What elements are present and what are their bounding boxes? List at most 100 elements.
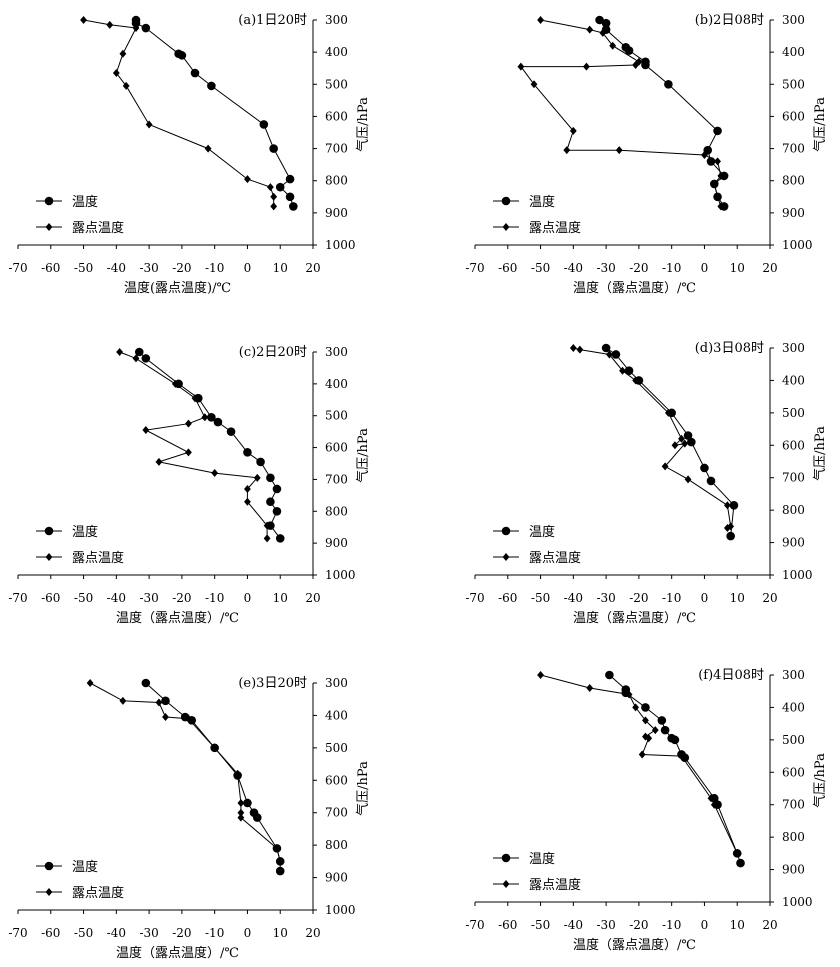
y-tick-label: 400 xyxy=(782,700,805,714)
dewpoint-point xyxy=(710,800,718,809)
temperature-point xyxy=(670,735,680,745)
x-tick-label: -20 xyxy=(172,591,191,605)
chart-panel-f: -70 -60 -50 -40 -30 -20 -10 0 10 20 300 400 500 600 70… xyxy=(465,668,828,953)
x-tick-label: 0 xyxy=(244,591,252,605)
dewpoint-series xyxy=(116,348,271,543)
x-tick-label: -20 xyxy=(172,261,191,275)
dewpoint-point xyxy=(211,469,219,478)
x-axis-title: 温度（露点温度）/℃ xyxy=(573,610,696,626)
y-tick-label: 700 xyxy=(782,471,805,485)
x-tick-label: 0 xyxy=(244,926,252,940)
temperature-point xyxy=(207,413,216,422)
temperature-line xyxy=(138,351,281,539)
y-tick-label: 900 xyxy=(782,863,805,877)
panel-title: (b)2日08时 xyxy=(695,13,764,28)
x-tick-label: -10 xyxy=(205,591,224,605)
y-tick-label: 800 xyxy=(325,174,348,188)
dewpoint-point xyxy=(710,179,718,188)
panel-title: (d)3日08时 xyxy=(695,341,764,356)
x-tick-label: 10 xyxy=(730,261,745,275)
temperature-point xyxy=(641,60,650,70)
dewpoint-point xyxy=(645,734,653,743)
dewpoint-point xyxy=(204,144,212,153)
chart-panel-b: -70 -60 -50 -40 -30 -20 -10 0 10 20 300 400 500 600 70… xyxy=(465,13,828,296)
dewpoint-line xyxy=(540,674,738,854)
x-tick-label: -70 xyxy=(465,591,484,605)
dewpoint-point xyxy=(661,462,669,471)
legend-temperature-label: 温度 xyxy=(529,851,555,867)
dewpoint-point xyxy=(132,24,140,33)
dewpoint-point xyxy=(632,61,640,69)
temperature-point xyxy=(252,813,262,822)
y-axis-title: 气压/hPa xyxy=(355,761,371,816)
chart-panel-e: -70 -60 -50 -40 -30 -20 -10 0 10 20 300 400 500 600 70… xyxy=(8,676,371,961)
x-tick-label: 20 xyxy=(762,918,777,932)
x-tick-label: -20 xyxy=(629,591,648,605)
dewpoint-point xyxy=(244,484,251,493)
dewpoint-point xyxy=(619,366,626,375)
x-tick-label: 10 xyxy=(730,918,745,932)
dewpoint-point xyxy=(642,716,649,725)
x-tick-label: -70 xyxy=(8,591,27,605)
dewpoint-point xyxy=(678,434,685,443)
temperature-point xyxy=(683,431,693,440)
legend-dewpoint-marker xyxy=(45,223,53,231)
dewpoint-point xyxy=(678,752,685,761)
y-tick-label: 1000 xyxy=(782,238,813,252)
dewpoint-point xyxy=(162,713,169,722)
x-tick-label: 20 xyxy=(305,926,320,940)
dewpoint-point xyxy=(106,20,114,29)
dewpoint-point xyxy=(632,703,640,712)
chart-panel-a: -70 -60 -50 -40 -30 -20 -10 0 10 20 300 400 500 600 70… xyxy=(8,13,371,296)
legend-dewpoint-label: 露点温度 xyxy=(529,877,581,893)
dewpoint-point xyxy=(142,426,150,435)
dewpoint-point xyxy=(237,813,245,822)
chart-panel-d: -70 -60 -50 -40 -30 -20 -10 0 10 20 300 400 500 600 70… xyxy=(465,341,828,626)
dewpoint-series xyxy=(86,679,284,866)
temperature-point xyxy=(207,81,216,91)
temperature-point xyxy=(611,350,621,359)
x-tick-label: -50 xyxy=(74,926,93,940)
dewpoint-point xyxy=(273,844,281,853)
temperature-point xyxy=(272,506,282,516)
temperature-point xyxy=(664,79,673,89)
x-axis-title: 温度（露点温度）/℃ xyxy=(573,280,696,296)
temperature-point xyxy=(266,473,275,483)
temperature-line xyxy=(599,19,725,207)
dewpoint-point xyxy=(263,521,271,530)
y-tick-label: 900 xyxy=(325,871,348,885)
temperature-point xyxy=(259,120,269,129)
y-tick-label: 300 xyxy=(325,345,348,359)
x-axis-title: 温度（露点温度）/℃ xyxy=(573,937,696,953)
temperature-series xyxy=(131,15,298,211)
temperature-series xyxy=(134,347,285,543)
dewpoint-point xyxy=(191,394,199,403)
temperature-point xyxy=(272,484,282,494)
temperature-point xyxy=(700,463,709,473)
y-tick-label: 600 xyxy=(325,773,348,787)
legend-dewpoint-label: 露点温度 xyxy=(72,885,124,901)
temperature-point xyxy=(285,192,295,202)
dewpoint-point xyxy=(155,698,163,707)
x-tick-label: -30 xyxy=(596,591,615,605)
temperature-point xyxy=(213,417,223,427)
temperature-point xyxy=(161,696,170,706)
y-tick-label: 300 xyxy=(325,13,348,27)
y-axis-title: 气压/hPa xyxy=(355,428,371,483)
legend-dewpoint-marker xyxy=(502,880,510,888)
dewpoint-point xyxy=(80,16,87,24)
y-tick-label: 1000 xyxy=(782,895,813,909)
temperature-point xyxy=(605,670,614,680)
temperature-point xyxy=(243,448,252,457)
temperature-point xyxy=(657,716,667,725)
x-tick-label: -40 xyxy=(107,591,126,605)
legend-dewpoint-marker xyxy=(45,553,53,561)
temperature-point xyxy=(134,347,144,357)
dewpoint-point xyxy=(632,376,640,385)
temperature-point xyxy=(131,18,141,28)
x-tick-label: -50 xyxy=(74,261,93,275)
dewpoint-point xyxy=(563,146,571,155)
dewpoint-point xyxy=(605,350,613,359)
